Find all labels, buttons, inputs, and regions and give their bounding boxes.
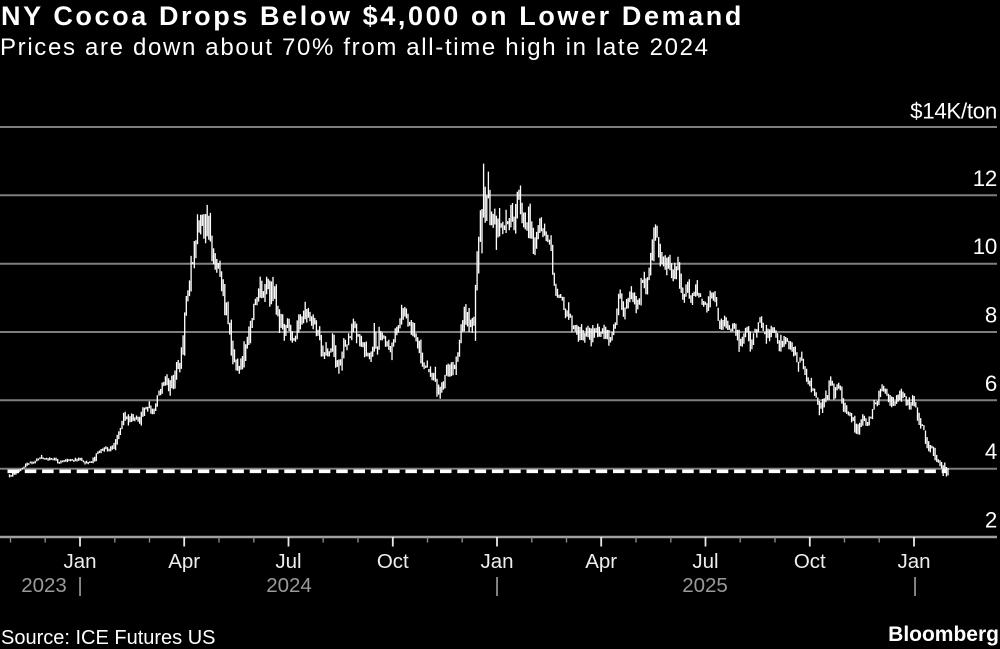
svg-text:Jul: Jul xyxy=(275,550,301,573)
svg-text:10: 10 xyxy=(973,234,997,259)
svg-text:Apr: Apr xyxy=(585,550,617,573)
svg-text:Source: ICE Futures US: Source: ICE Futures US xyxy=(1,627,216,649)
svg-text:2024: 2024 xyxy=(266,574,312,597)
svg-text:Oct: Oct xyxy=(794,550,826,573)
svg-text:2025: 2025 xyxy=(682,574,728,597)
svg-text:6: 6 xyxy=(985,371,997,396)
svg-text:|: | xyxy=(912,574,917,597)
svg-text:|: | xyxy=(77,574,82,597)
svg-text:Apr: Apr xyxy=(168,550,200,573)
svg-text:2: 2 xyxy=(985,508,997,533)
svg-text:Bloomberg: Bloomberg xyxy=(888,623,999,646)
svg-text:$14K/ton: $14K/ton xyxy=(910,98,997,123)
svg-text:Jan: Jan xyxy=(63,550,96,573)
svg-text:|: | xyxy=(494,574,499,597)
svg-text:4: 4 xyxy=(985,439,997,464)
svg-text:Jan: Jan xyxy=(897,550,930,573)
svg-text:Oct: Oct xyxy=(377,550,409,573)
svg-text:Jul: Jul xyxy=(692,550,718,573)
svg-text:8: 8 xyxy=(985,303,997,328)
svg-text:12: 12 xyxy=(973,166,997,191)
svg-text:2023: 2023 xyxy=(21,574,67,597)
svg-text:Jan: Jan xyxy=(480,550,513,573)
